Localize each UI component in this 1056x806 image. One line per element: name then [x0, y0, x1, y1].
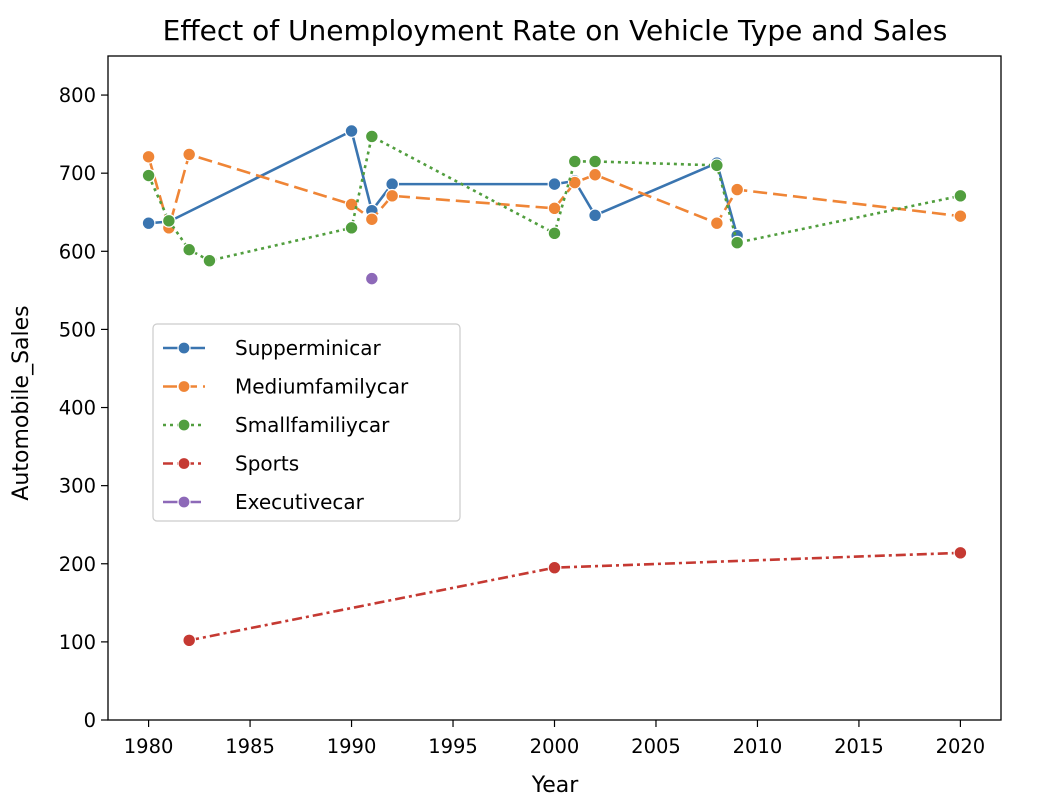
y-tick-label-200: 200 [59, 553, 96, 576]
plot-series [141, 124, 968, 648]
y-axis: 0 100 200 300 400 500 600 700 800 [59, 84, 108, 732]
legend-swatch-marker [177, 418, 191, 432]
legend-label: Supperminicar [235, 336, 381, 360]
series-mediumfamilycar [141, 147, 968, 235]
x-tick-label-1995: 1995 [428, 735, 478, 758]
legend-item-executivecar: Executivecar [163, 490, 365, 514]
legend-label: Executivecar [235, 490, 365, 514]
point-mediumfamilycar-2020 [953, 209, 968, 224]
point-supperminicar-1992 [385, 177, 400, 192]
series-line-supperminicar [148, 129, 739, 237]
point-smallfamiliycar-2001 [567, 154, 582, 169]
series-line-smallfamiliycar [147, 135, 961, 262]
series-smallfamiliycar [141, 129, 968, 268]
point-smallfamiliycar-2000 [547, 226, 562, 241]
legend-label: Sports [235, 452, 299, 476]
point-executivecar-1991 [364, 271, 379, 286]
point-smallfamiliycar-1981 [161, 213, 176, 228]
x-tick-label-1990: 1990 [327, 735, 377, 758]
x-tick-label-1980: 1980 [124, 735, 174, 758]
x-tick-label-2005: 2005 [631, 735, 681, 758]
x-tick-label-2000: 2000 [530, 735, 580, 758]
legend: Supperminicar Mediumfamilycar Smallfamiliy… [152, 323, 461, 522]
point-smallfamiliycar-2020 [953, 188, 968, 203]
point-smallfamiliycar-2002 [588, 154, 602, 169]
x-tick-label-1985: 1985 [225, 735, 275, 758]
legend-swatch-marker [177, 495, 191, 509]
point-smallfamiliycar-1983 [202, 253, 217, 268]
point-supperminicar-2000 [547, 177, 562, 192]
x-tick-label-2010: 2010 [733, 735, 783, 758]
point-mediumfamilycar-2000 [547, 201, 562, 216]
point-mediumfamilycar-1980 [141, 149, 156, 164]
point-supperminicar-2002 [588, 208, 602, 223]
legend-item-supperminicar: Supperminicar [163, 336, 381, 360]
point-smallfamiliycar-1990 [344, 220, 359, 235]
y-axis-label: Automobile_Sales [9, 305, 34, 500]
y-tick-label-800: 800 [59, 84, 96, 107]
legend-box [152, 323, 461, 522]
point-sports-2000 [547, 560, 562, 575]
y-tick-label-700: 700 [59, 162, 96, 185]
chart-title: Effect of Unemployment Rate on Vehicle T… [163, 14, 948, 47]
point-smallfamiliycar-2009 [730, 235, 745, 250]
legend-item-sports: Sports [163, 452, 299, 476]
series-line-mediumfamilycar [147, 153, 961, 230]
point-mediumfamilycar-2001 [567, 175, 582, 190]
point-mediumfamilycar-1992 [385, 188, 400, 203]
point-smallfamiliycar-1980 [141, 168, 156, 183]
y-tick-label-300: 300 [59, 475, 96, 498]
point-mediumfamilycar-1991 [364, 212, 379, 227]
series-executivecar [364, 271, 379, 286]
legend-item-smallfamiliycar: Smallfamiliycar [163, 413, 390, 437]
x-axis: 1980 1985 1990 1995 2000 2005 2010 2015 2020 [124, 720, 985, 758]
point-mediumfamilycar-2009 [730, 182, 745, 197]
legend-label: Mediumfamilycar [235, 375, 409, 399]
legend-item-mediumfamilycar: Mediumfamilycar [163, 375, 409, 399]
plot-frame [107, 55, 1002, 721]
legend-swatch-marker [177, 456, 191, 471]
x-tick-label-2020: 2020 [936, 735, 986, 758]
point-sports-2020 [953, 545, 968, 560]
point-mediumfamilycar-2002 [588, 167, 602, 182]
y-tick-label-0: 0 [84, 709, 96, 732]
point-supperminicar-1980 [141, 216, 156, 231]
y-tick-label-500: 500 [59, 318, 96, 341]
point-mediumfamilycar-1982 [182, 147, 197, 162]
y-tick-label-100: 100 [59, 631, 96, 654]
point-smallfamiliycar-1982 [182, 242, 197, 257]
y-tick-label-600: 600 [59, 240, 96, 263]
point-smallfamiliycar-2008 [709, 158, 724, 173]
series-sports [182, 545, 968, 648]
legend-swatch-marker [177, 379, 191, 394]
point-smallfamiliycar-1991 [364, 129, 379, 144]
y-tick-label-400: 400 [59, 397, 96, 420]
x-tick-label-2015: 2015 [834, 735, 884, 758]
point-mediumfamilycar-1990 [344, 197, 359, 212]
legend-label: Smallfamiliycar [235, 413, 390, 437]
series-line-sports [188, 551, 961, 642]
point-mediumfamilycar-2008 [709, 216, 724, 231]
series-supperminicar [141, 124, 745, 243]
point-sports-1982 [182, 633, 197, 648]
x-axis-label: Year [531, 773, 580, 798]
point-supperminicar-1990 [344, 124, 359, 138]
legend-swatch-marker [177, 341, 191, 355]
